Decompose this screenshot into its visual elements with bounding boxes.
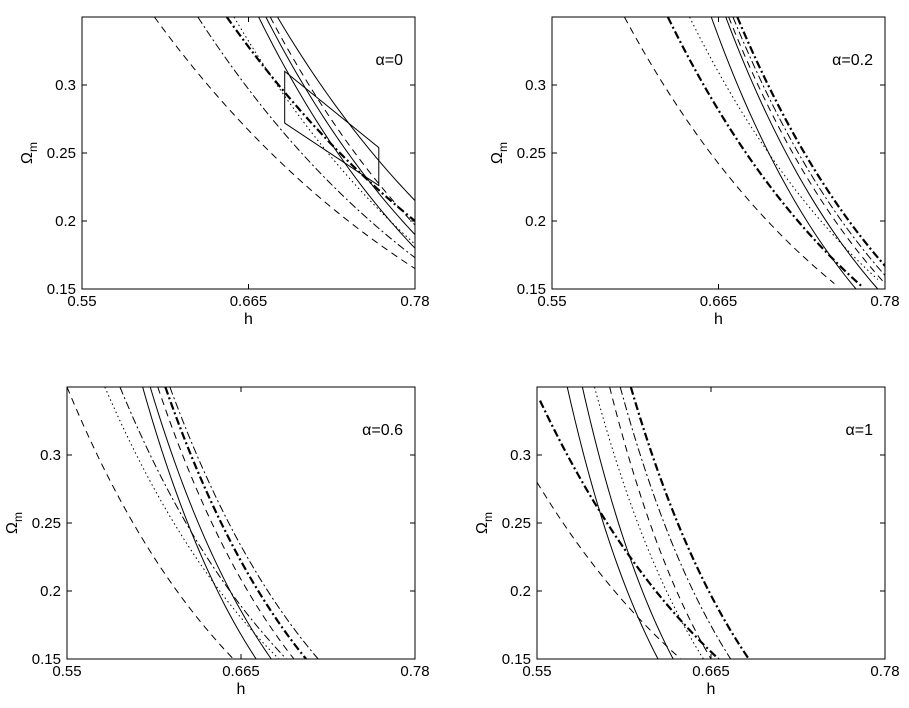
series-line-8 — [277, 17, 415, 201]
x-tick-label: 0.78 — [870, 663, 899, 680]
axes-frame — [81, 16, 416, 290]
y-tick-label: 0.15 — [517, 281, 546, 298]
y-tick-label: 0.25 — [32, 515, 61, 532]
series-group — [153, 17, 415, 270]
y-axis-label-subscript: m — [481, 512, 495, 522]
series-line-2 — [197, 17, 415, 259]
series-line-1 — [537, 481, 682, 659]
y-axis-label: Ωm — [474, 512, 495, 534]
x-tick-label: 0.55 — [537, 293, 566, 310]
y-tick-label: 0.3 — [55, 77, 76, 94]
series-group — [537, 387, 750, 659]
x-tick-label: 0.55 — [52, 663, 81, 680]
y-axis-label: Ωm — [489, 142, 510, 164]
y-tick-label: 0.25 — [517, 145, 546, 162]
y-axis-label: Ωm — [19, 142, 40, 164]
series-group — [67, 387, 319, 659]
x-axis-label: h — [707, 681, 716, 698]
y-axis-label-subscript: m — [496, 142, 510, 152]
y-axis-label: Ωm — [4, 512, 25, 534]
series-line-5 — [594, 387, 704, 659]
y-tick-label: 0.2 — [40, 583, 61, 600]
series-line-5 — [725, 17, 879, 289]
x-tick-label: 0.665 — [222, 663, 260, 680]
series-line-6 — [157, 387, 295, 659]
panel-2: 0.55 0.665 0.78 0.15 0.2 0.25 0.3 h Ωm α=0.2 — [489, 16, 900, 328]
series-line-3 — [566, 387, 659, 659]
contour-outline — [284, 70, 380, 187]
series-line-7 — [269, 17, 415, 226]
series-line-6 — [265, 17, 415, 235]
series-line-4 — [710, 17, 857, 289]
x-tick-label: 0.78 — [400, 663, 429, 680]
x-axis-label: h — [244, 311, 253, 328]
x-tick-label: 0.665 — [700, 293, 738, 310]
x-tick-label: 0.665 — [692, 663, 730, 680]
panel-annotation: α=0.2 — [832, 52, 873, 69]
panel-4: 0.55 0.665 0.78 0.15 0.2 0.25 0.3 h Ωm α=1 — [474, 386, 900, 698]
x-tick-label: 0.78 — [400, 293, 429, 310]
series-line-1 — [67, 387, 234, 659]
series-line-6 — [728, 17, 885, 284]
series-line-2 — [539, 400, 720, 659]
series-line-5 — [258, 17, 415, 249]
x-axis-label: h — [237, 681, 246, 698]
y-axis-label-main: Ω — [489, 152, 506, 164]
series-line-8 — [736, 17, 885, 267]
panel-1: 0.55 0.665 0.78 0.15 0.2 0.25 0.3 h Ωm α=0 — [19, 16, 430, 328]
panel-annotation: α=0 — [376, 52, 404, 69]
y-tick-label: 0.3 — [510, 447, 531, 464]
y-axis-label-main: Ω — [4, 522, 21, 534]
y-tick-label: 0.2 — [55, 213, 76, 230]
y-tick-label: 0.25 — [502, 515, 531, 532]
panel-3: 0.55 0.665 0.78 0.15 0.2 0.25 0.3 h Ωm α=0.6 — [4, 386, 430, 698]
series-line-2 — [104, 387, 280, 659]
series-group — [623, 17, 885, 289]
y-tick-label: 0.15 — [47, 281, 76, 298]
series-line-8 — [169, 387, 319, 659]
series-line-3 — [119, 387, 287, 659]
y-axis-label-subscript: m — [26, 142, 40, 152]
y-tick-label: 0.25 — [47, 145, 76, 162]
y-tick-label: 0.3 — [525, 77, 546, 94]
x-tick-label: 0.55 — [522, 663, 551, 680]
y-tick-label: 0.2 — [525, 213, 546, 230]
axes-frame — [536, 386, 886, 660]
panel-annotation: α=1 — [846, 422, 874, 439]
series-line-8 — [629, 387, 750, 659]
y-axis-label-main: Ω — [474, 522, 491, 534]
series-line-4 — [142, 387, 257, 659]
series-line-7 — [619, 387, 732, 659]
y-axis-label-subscript: m — [11, 512, 25, 522]
x-axis-label: h — [714, 311, 723, 328]
series-line-7 — [732, 17, 885, 276]
series-line-1 — [623, 17, 835, 284]
x-tick-label: 0.55 — [67, 293, 96, 310]
series-line-4 — [581, 387, 674, 659]
y-tick-label: 0.15 — [32, 651, 61, 668]
x-tick-label: 0.78 — [870, 293, 899, 310]
y-axis-label-main: Ω — [19, 152, 36, 164]
panel-annotation: α=0.6 — [362, 422, 403, 439]
y-tick-label: 0.15 — [502, 651, 531, 668]
series-line-6 — [609, 387, 712, 659]
series-line-5 — [149, 387, 272, 659]
series-line-7 — [164, 387, 307, 659]
series-line-3 — [225, 17, 415, 222]
y-tick-label: 0.3 — [40, 447, 61, 464]
y-tick-label: 0.2 — [510, 583, 531, 600]
series-line-1 — [153, 17, 415, 270]
x-tick-label: 0.665 — [230, 293, 268, 310]
